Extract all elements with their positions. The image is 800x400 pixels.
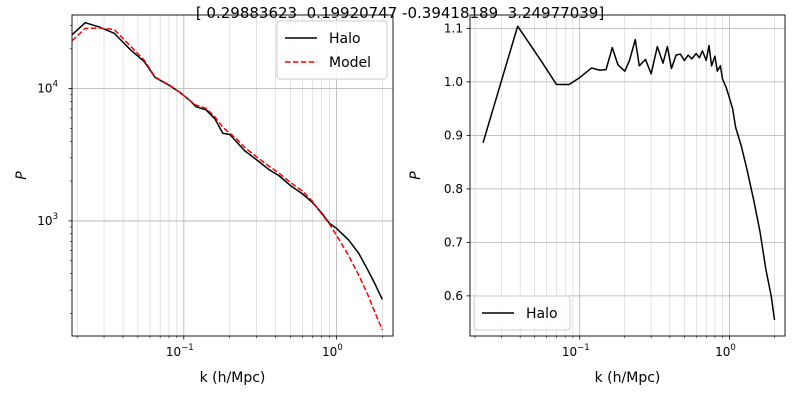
x-tick-label: 10−1 <box>562 343 590 359</box>
x-tick-label: 100 <box>322 343 343 359</box>
legend: Halo Model <box>276 20 388 80</box>
chart-panel-2: 10−1 100 0.6 0.7 0.8 0.9 1.0 1.1 k (h/Mpc) P Halo <box>408 14 786 386</box>
chart-panel-1: 10−1 100 103 104 k (h/Mpc) P Halo Model <box>14 14 394 386</box>
axes-frame <box>71 14 394 337</box>
x-axis-label: k (h/Mpc) <box>200 370 266 386</box>
legend-box <box>276 20 388 80</box>
legend: Halo <box>473 295 571 331</box>
y-tick-label: 0.8 <box>444 182 463 196</box>
series-line-halo <box>482 25 776 321</box>
y-axis-label: P <box>14 171 30 180</box>
y-tick-label: 103 <box>37 212 58 228</box>
x-tick-label: 10−1 <box>166 343 194 359</box>
x-tick-label: 100 <box>715 343 736 359</box>
y-tick-label: 0.7 <box>444 235 463 249</box>
y-tick-label: 1.1 <box>444 21 463 35</box>
series-line-model <box>72 27 384 331</box>
y-axis-label: P <box>408 171 424 180</box>
series-line-halo <box>72 21 383 300</box>
y-tick-label: 0.9 <box>444 128 463 142</box>
legend-label-halo: Halo <box>329 31 361 47</box>
axes-frame <box>469 14 786 337</box>
legend-box <box>473 295 571 331</box>
y-tick-label: 1.0 <box>444 75 463 89</box>
legend-label-halo: Halo <box>526 306 558 322</box>
y-tick-label: 104 <box>37 80 58 96</box>
y-tick-label: 0.6 <box>444 289 463 303</box>
legend-label-model: Model <box>329 55 371 71</box>
x-axis-label: k (h/Mpc) <box>595 370 661 386</box>
